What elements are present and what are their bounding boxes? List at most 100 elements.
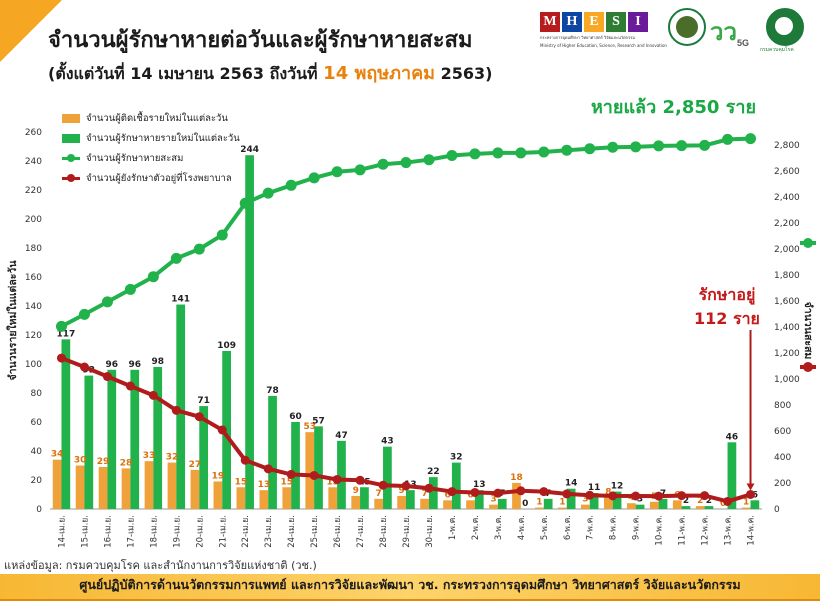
bar-new-cases-label: 0: [720, 499, 726, 509]
y-right-tick-label: 2,400: [774, 193, 800, 203]
cumulative-recovered-point: [331, 166, 343, 178]
y-right-tick-label: 2,000: [774, 245, 800, 255]
cumulative-recovered-point: [584, 143, 596, 155]
mhesi-letter: S: [606, 12, 626, 32]
x-tick-label: 10-พ.ค.: [655, 515, 665, 546]
in-hospital-point: [424, 483, 434, 493]
bar-new-cases-label: 15: [235, 477, 248, 487]
mhesi-english-name: Ministry of Higher Education, Science, R…: [540, 43, 667, 48]
subtitle-prefix: (ตั้งแต่วันที่ 14 เมษายน 2563 ถึงวันที่: [48, 64, 318, 83]
bar-new-cases-label: 6: [444, 490, 450, 500]
cumulative-recovered-point: [147, 271, 159, 283]
y-right-tick-label: 600: [774, 427, 791, 437]
bar-new-recovered-label: 11: [588, 483, 601, 493]
x-tick-label: 11-พ.ค.: [678, 515, 688, 546]
in-hospital-point: [102, 372, 112, 382]
bar-new-cases: [167, 462, 177, 509]
in-hospital-point: [470, 487, 480, 497]
in-hospital-point: [309, 470, 319, 480]
subtitle-suffix: 2563): [440, 64, 493, 83]
bar-new-recovered: [704, 506, 714, 509]
y-left-tick-label: 60: [31, 418, 43, 428]
bar-new-cases: [75, 465, 85, 509]
x-tick-label: 12-พ.ค.: [701, 515, 711, 546]
y-right-tick-label: 1,600: [774, 297, 800, 307]
bar-new-cases: [420, 498, 429, 509]
in-hospital-point: [608, 491, 618, 501]
bar-new-recovered: [130, 369, 140, 509]
corner-accent: [0, 0, 62, 62]
in-hospital-point: [56, 353, 66, 363]
footer-rule: [0, 599, 820, 601]
in-hospital-point: [631, 491, 641, 501]
bar-new-cases: [121, 468, 131, 509]
logo-strip: M H E S I กระทรวงการอุดมศึกษา วิทยาศาสตร…: [540, 8, 810, 53]
bar-new-recovered: [566, 488, 576, 509]
bar-new-cases-label: 8: [605, 487, 611, 497]
bar-new-recovered: [268, 395, 277, 509]
y-left-tick-label: 260: [25, 128, 42, 138]
legend-swatch-red-line: [62, 173, 80, 182]
bar-new-recovered: [543, 498, 553, 509]
y-right-tick-label: 1,000: [774, 375, 800, 385]
cumulative-recovered-point: [653, 140, 665, 152]
bar-new-cases-label: 33: [143, 451, 156, 461]
bar-new-recovered: [153, 366, 163, 509]
bar-new-recovered: [337, 440, 346, 509]
bar-new-cases: [236, 487, 246, 509]
x-tick-label: 14-เม.ย.: [57, 515, 67, 548]
bar-new-recovered-label: 12: [611, 482, 624, 492]
x-tick-label: 5-พ.ค.: [540, 515, 550, 540]
in-hospital-point: [125, 381, 135, 391]
bar-new-recovered-label: 109: [217, 341, 236, 351]
x-tick-label: 22-เม.ย.: [241, 515, 251, 548]
bar-new-cases-label: 53: [303, 422, 316, 432]
bar-new-recovered: [199, 406, 209, 509]
cumulative-recovered-point: [630, 141, 642, 153]
bar-new-cases: [512, 482, 521, 509]
x-tick-label: 15-เม.ย.: [80, 515, 90, 548]
bar-new-cases-label: 34: [51, 450, 64, 460]
y-left-tick-label: 0: [36, 505, 42, 515]
cumulative-recovered-point: [745, 133, 757, 145]
bar-new-cases: [489, 504, 498, 509]
bar-new-recovered: [360, 487, 369, 509]
y-left-tick-label: 220: [25, 186, 42, 196]
cumulative-recovered-point: [239, 197, 251, 209]
bar-new-cases: [282, 487, 292, 509]
bar-new-cases-label: 15: [281, 477, 294, 487]
bar-new-recovered: [84, 375, 94, 509]
bar-new-cases-label: 1: [536, 498, 542, 508]
mhesi-letter: I: [628, 12, 648, 32]
in-hospital-point: [585, 490, 595, 500]
bar-new-recovered-label: 78: [266, 386, 279, 396]
bar-new-recovered-label: 98: [151, 357, 164, 367]
bar-new-recovered-label: 3: [637, 495, 643, 505]
y-left-tick-label: 120: [25, 331, 42, 341]
v5g-logo: วว5G: [710, 19, 749, 48]
bar-new-recovered-label: 7: [660, 489, 666, 499]
in-hospital-point: [700, 491, 710, 501]
bar-new-recovered: [61, 339, 71, 509]
bar-new-cases: [741, 507, 751, 509]
x-tick-label: 24-เม.ย.: [287, 515, 297, 548]
in-hospital-point: [148, 390, 158, 400]
y-right-tick-label: 0: [774, 505, 780, 515]
bar-new-cases: [695, 506, 705, 509]
bar-new-recovered-label: 57: [312, 416, 325, 426]
treating-note-line1: รักษาอยู่: [698, 285, 756, 304]
bar-new-cases: [581, 504, 590, 509]
bar-new-cases-label: 30: [74, 456, 87, 466]
in-hospital-point: [539, 487, 549, 497]
right-axis-green-marker-line: [800, 241, 816, 245]
legend-swatch-orange-bar: [62, 113, 80, 123]
bar-new-cases: [52, 459, 62, 509]
bar-new-recovered-label: 244: [240, 145, 259, 155]
cumulative-recovered-point: [262, 187, 274, 199]
bar-new-recovered-label: 13: [473, 480, 486, 490]
bar-new-recovered: [750, 500, 760, 509]
bar-new-recovered: [635, 504, 645, 509]
bar-new-cases: [213, 481, 223, 509]
cumulative-recovered-point: [354, 164, 366, 176]
in-hospital-point: [79, 362, 89, 372]
